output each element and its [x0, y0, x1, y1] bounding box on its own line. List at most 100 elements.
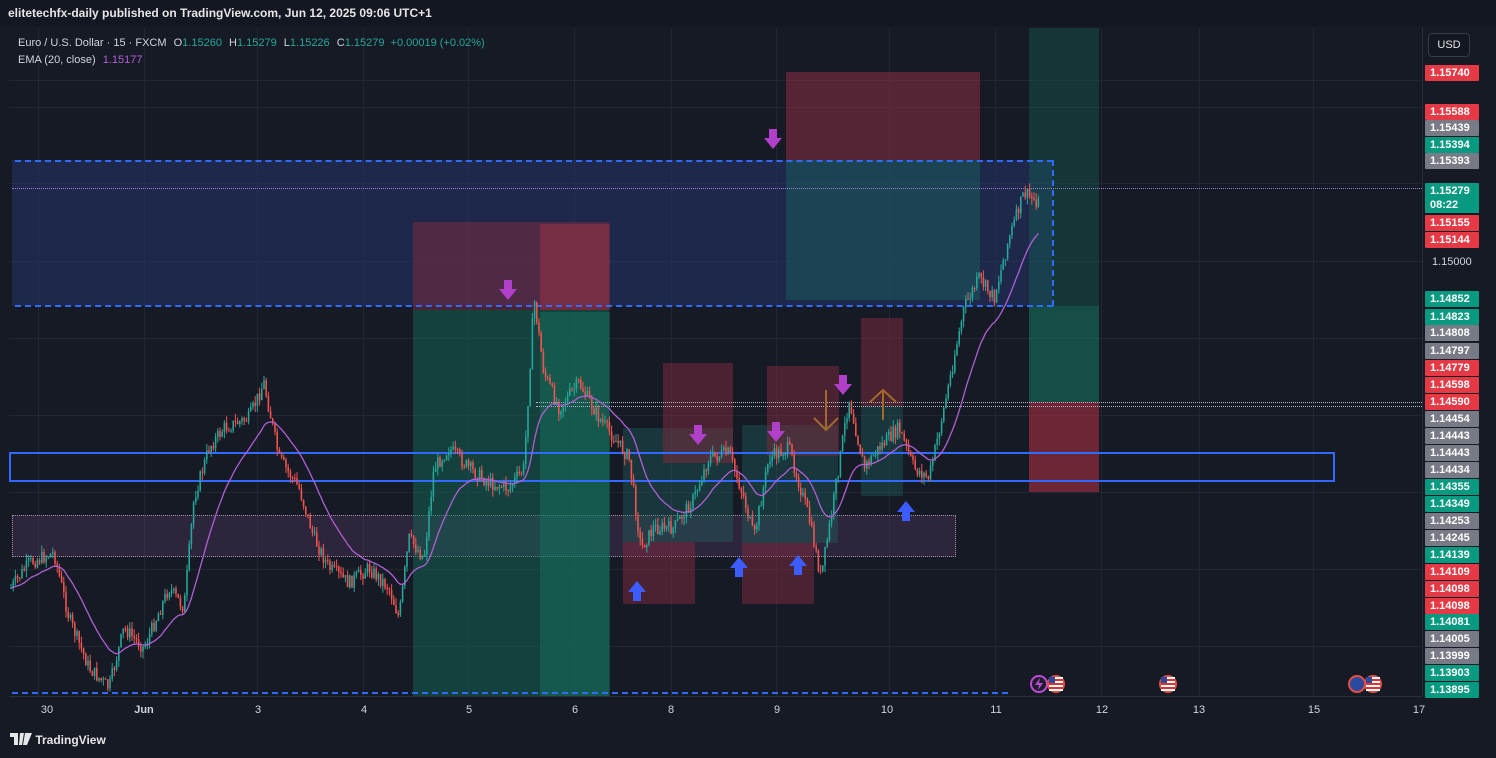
candle-body: [87, 660, 89, 666]
candle-body: [593, 408, 595, 415]
candle-body: [452, 446, 454, 450]
candle-body: [817, 550, 820, 571]
target-zone[interactable]: [540, 312, 610, 696]
candle-body: [71, 614, 74, 624]
candle-body: [124, 628, 127, 630]
candle-body: [782, 455, 784, 457]
us-flag-event-icon[interactable]: [1047, 675, 1065, 693]
candle-body: [753, 525, 756, 530]
candle-body: [987, 280, 989, 291]
candle-body: [34, 563, 36, 568]
candle-body: [120, 634, 122, 647]
candle-body: [428, 510, 430, 537]
candle-body: [232, 420, 234, 431]
candle-body: [430, 496, 432, 511]
target-zone[interactable]: [623, 428, 733, 542]
candle-body: [833, 493, 835, 515]
candle-body: [602, 419, 604, 423]
tradingview-logo-icon: [10, 733, 32, 745]
candle-body: [371, 572, 373, 578]
candle-body: [100, 677, 102, 681]
projection-stop-zone[interactable]: [1029, 402, 1099, 492]
candle-body: [925, 472, 927, 477]
currency-button[interactable]: USD: [1428, 33, 1470, 57]
candle-body: [617, 440, 619, 444]
time-label: 10: [880, 704, 894, 716]
short-stop-zone[interactable]: [786, 72, 980, 160]
short-target-zone[interactable]: [786, 160, 980, 300]
candle-body: [835, 478, 837, 494]
candle-body: [423, 554, 426, 556]
grid-line: [1313, 28, 1314, 696]
candle-body: [177, 593, 179, 598]
candle-body: [980, 273, 982, 278]
ema-label[interactable]: EMA (20, close): [18, 54, 96, 66]
candle-body: [342, 573, 344, 578]
candle-body: [676, 519, 679, 521]
candle-body: [819, 570, 822, 572]
candle-body: [773, 448, 776, 457]
us-flag-event-icon[interactable]: [1364, 675, 1382, 693]
candle-body: [439, 457, 441, 467]
candle-body: [10, 587, 12, 589]
candle-body: [410, 533, 413, 536]
candle-body: [989, 290, 991, 298]
candle-body: [852, 413, 855, 424]
candle-body: [93, 667, 96, 677]
grid-line: [363, 28, 364, 696]
stop-zone[interactable]: [540, 224, 610, 310]
candle-body: [509, 486, 512, 491]
candle-body: [522, 463, 525, 474]
candle-body: [962, 306, 965, 322]
us-flag-event-icon[interactable]: [1159, 675, 1177, 693]
chart-pane[interactable]: [9, 28, 1422, 696]
candle-body: [918, 470, 921, 475]
candle-body: [927, 476, 930, 480]
key-level-box[interactable]: [9, 452, 1335, 482]
time-axis[interactable]: 30 Jun 3 4 5 6 8 9 10 11 12 13 15 17: [9, 696, 1425, 725]
candle-body: [786, 441, 789, 454]
candle-body: [401, 585, 404, 602]
candle-body: [824, 546, 826, 566]
candle-body: [357, 570, 360, 573]
candle-body: [129, 628, 131, 638]
candle-body: [245, 420, 248, 422]
lightning-event-icon[interactable]: [1030, 675, 1048, 693]
demand-zone[interactable]: [12, 515, 956, 557]
candle-body: [382, 579, 384, 586]
zone-edge-line[interactable]: [1052, 160, 1054, 306]
candle-body: [828, 522, 831, 541]
candle-body: [254, 402, 256, 406]
long-target-zone[interactable]: [413, 310, 609, 696]
candle-body: [551, 383, 553, 386]
projection-zone[interactable]: [1029, 306, 1099, 402]
supply-zone[interactable]: [12, 160, 1052, 306]
candle-body: [109, 678, 111, 689]
candle-body: [907, 444, 910, 453]
candle-body: [379, 573, 382, 586]
candle-body: [56, 563, 58, 567]
candle-body: [984, 280, 987, 287]
candle-body: [47, 557, 50, 559]
candle-body: [544, 372, 547, 378]
candle-body: [872, 455, 875, 457]
zone-top-line[interactable]: [15, 160, 1053, 162]
candle-body: [804, 492, 806, 500]
candle-body: [516, 471, 518, 478]
symbol-title[interactable]: Euro / U.S. Dollar · 15 · FXCM: [18, 37, 167, 49]
tradingview-logo[interactable]: TradingView: [10, 733, 106, 747]
candle-body: [454, 446, 457, 450]
low-line[interactable]: [12, 692, 1008, 694]
candle-body: [228, 430, 230, 432]
candle-body: [839, 450, 842, 477]
price-label: 1.15439: [1425, 120, 1479, 136]
projection-zone[interactable]: [1029, 28, 1099, 306]
time-label: 8: [667, 704, 675, 716]
price-label: 1.13903: [1425, 665, 1479, 681]
candle-body: [472, 462, 474, 469]
candle-body: [797, 477, 800, 488]
grid-line: [468, 28, 469, 696]
candle-body: [683, 517, 685, 519]
candle-body: [217, 431, 219, 437]
level-line: [536, 406, 1422, 407]
